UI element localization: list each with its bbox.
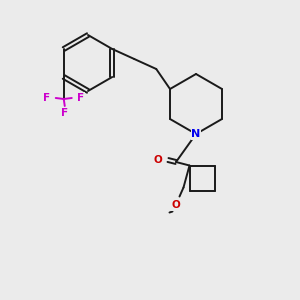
Text: F: F [43,93,50,103]
Text: O: O [154,155,162,165]
Text: F: F [77,93,84,103]
Text: O: O [171,200,180,211]
Text: N: N [191,129,201,139]
Text: F: F [61,108,68,118]
